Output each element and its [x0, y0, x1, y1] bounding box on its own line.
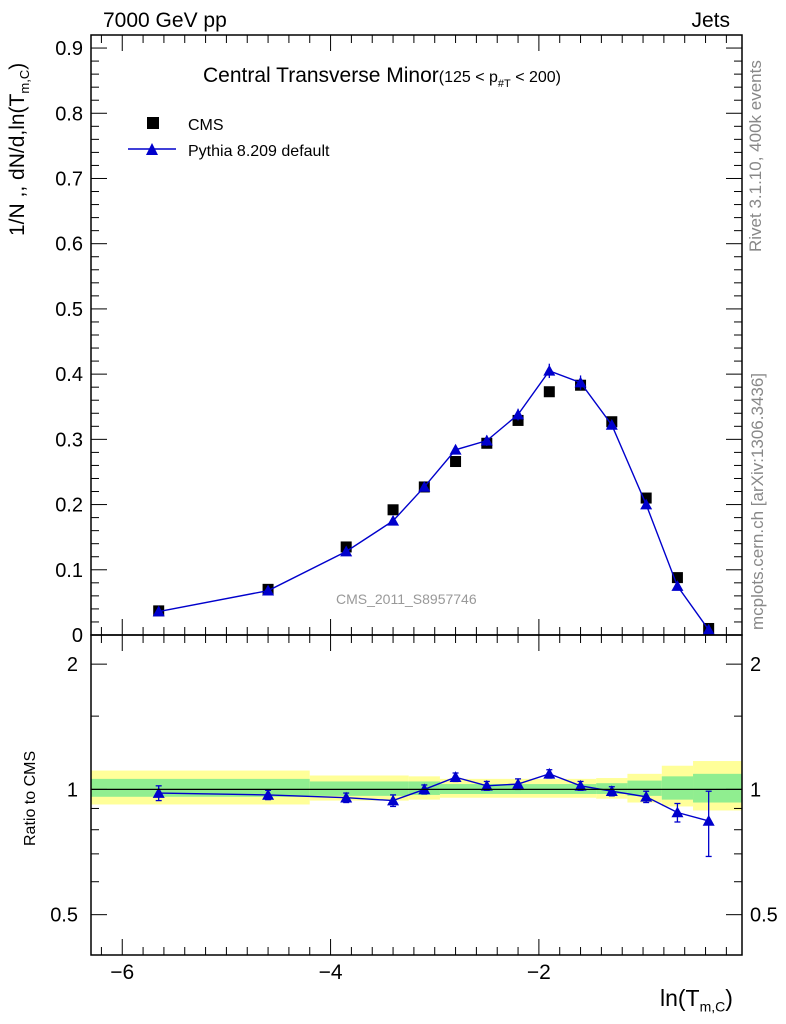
- pythia-point-10: [605, 419, 618, 430]
- y-tick-label: 0.7: [55, 168, 83, 190]
- y-tick-label: 0.5: [55, 299, 83, 321]
- y-tick-label: 0.2: [55, 495, 83, 517]
- pythia-point-8: [543, 364, 556, 376]
- y-tick-label: 0.3: [55, 429, 83, 451]
- y-tick-label: 0.8: [55, 103, 83, 125]
- y-tick-label: 0.9: [55, 38, 83, 60]
- chart-title-end: < 200): [510, 69, 562, 86]
- side-label-rivet: Rivet 3.1.10, 400k events: [746, 60, 765, 252]
- x-axis-label-main: ln(T: [660, 985, 700, 1011]
- ratio-point-8: [543, 767, 556, 779]
- pythia-point-1: [262, 584, 275, 596]
- data-marks: [152, 363, 715, 858]
- x-tick-label: −4: [319, 961, 343, 984]
- pythia-point-11: [640, 498, 653, 510]
- ratio-point-0: [152, 787, 165, 798]
- ratio-stat-band-7: [693, 773, 742, 803]
- pythia-point-12: [671, 580, 684, 591]
- x-tick-label: −2: [527, 961, 551, 984]
- ratio-stat-band-5: [627, 780, 662, 796]
- pythia-line: [158, 370, 710, 631]
- x-axis-label: ln(Tm,C): [660, 985, 733, 1015]
- cms-point-11: [640, 492, 652, 504]
- chart-title-suffix: (125 < p: [438, 69, 498, 86]
- ratio-point-3: [387, 794, 400, 806]
- analysis-label: CMS_2011_S8957746: [336, 591, 477, 607]
- chart-title: Central Transverse Minor(125 < p#T < 200…: [203, 64, 561, 90]
- chart-title-main: Central Transverse Minor: [203, 64, 439, 87]
- ratio-uncertainty-bands: [91, 761, 742, 811]
- ratio-tick-label-right: 1: [750, 779, 761, 801]
- legend: CMS Pythia 8.209 default: [128, 117, 330, 160]
- side-label-mcplots: mcplots.cern.ch [arXiv:1306.3436]: [748, 372, 767, 630]
- pythia-point-6: [480, 434, 493, 446]
- ratio-stat-band-0: [91, 778, 310, 797]
- y-axis-label-main: 1/N ,, dN/d,ln(T: [6, 93, 29, 236]
- ratio-point-6: [480, 779, 493, 791]
- pythia-point-0: [152, 605, 165, 617]
- y-tick-label: 0.4: [55, 364, 83, 386]
- cms-point-8: [543, 386, 555, 398]
- ratio-point-13: [702, 814, 715, 826]
- ratio-pythia-line: [158, 773, 709, 822]
- ratio-point-10: [605, 785, 618, 797]
- legend-pythia-label: Pythia 8.209 default: [188, 143, 330, 160]
- pythia-point-9: [574, 376, 587, 388]
- ratio-tick-label-right: 2: [750, 654, 761, 676]
- ratio-point-5: [449, 771, 462, 782]
- x-axis-label-sub: m,C: [699, 998, 726, 1015]
- y-axis-label-sub: m,C: [17, 69, 33, 94]
- y-axis-label: 1/N ,, dN/d,ln(Tm,C): [6, 63, 32, 236]
- pythia-point-7: [512, 408, 525, 420]
- ratio-point-1: [262, 788, 275, 800]
- x-tick-label: −6: [110, 961, 134, 984]
- pythia-point-2: [340, 545, 353, 557]
- pythia-point-13: [702, 623, 715, 635]
- ratio-point-12: [671, 806, 684, 818]
- ratio-point-11: [640, 790, 653, 802]
- ratio-stat-band-1: [309, 781, 409, 796]
- legend-pythia-marker: [146, 143, 158, 155]
- cms-point-3: [387, 504, 399, 516]
- y-axis-label-end: ): [6, 62, 29, 70]
- x-axis-label-end: ): [725, 985, 733, 1011]
- y-tick-label: 0.6: [55, 234, 83, 256]
- ratio-tick-label: 1: [67, 779, 78, 801]
- legend-cms-label: CMS: [188, 117, 224, 134]
- legend-cms-marker: [147, 117, 159, 129]
- pythia-point-4: [418, 480, 431, 492]
- ratio-point-9: [574, 779, 587, 791]
- pythia-point-5: [449, 443, 462, 455]
- y-tick-label: 0: [72, 625, 83, 647]
- ratio-tick-label: 0.5: [50, 905, 78, 927]
- ratio-stat-band-6: [661, 776, 694, 800]
- chart-title-sub: #T: [497, 78, 511, 91]
- pythia-point-3: [387, 514, 400, 526]
- ratio-tick-label-right: 0.5: [750, 905, 778, 927]
- ratio-plot-frame: [90, 634, 743, 956]
- header-left-label: 7000 GeV pp: [103, 9, 227, 32]
- cms-point-12: [671, 572, 683, 584]
- ratio-point-2: [340, 791, 353, 803]
- ratio-axis-label: Ratio to CMS: [22, 750, 39, 846]
- axes-ticks: −6 −4 −2 0 0.1 0.2 0.3 0.4 0.5 0.6 0.7 0.8 0.9 0.5 0.5…: [50, 35, 778, 984]
- header-right-label: Jets: [691, 9, 730, 32]
- y-tick-label: 0.1: [55, 560, 83, 582]
- ratio-point-4: [418, 783, 431, 795]
- ratio-point-7: [512, 778, 525, 789]
- cms-point-5: [450, 456, 462, 468]
- ratio-tick-label: 2: [67, 654, 78, 676]
